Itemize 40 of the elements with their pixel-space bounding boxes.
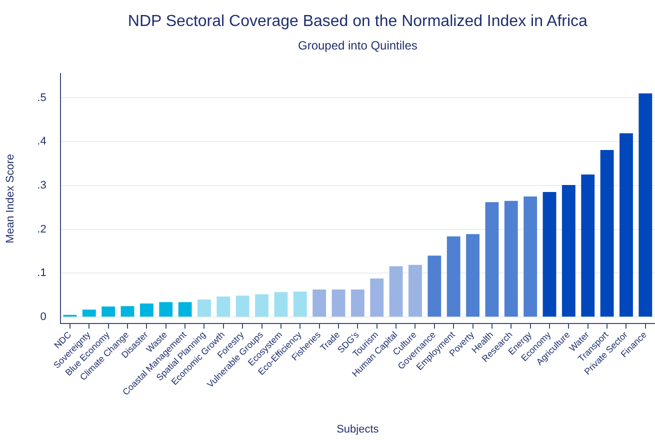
- bar: [312, 289, 326, 317]
- chart-title: NDP Sectoral Coverage Based on the Normalized Index in Africa: [128, 13, 588, 30]
- bar: [140, 303, 154, 317]
- y-tick-label: .3: [37, 180, 46, 192]
- bar: [638, 93, 652, 317]
- bar: [408, 264, 422, 317]
- bar: [389, 266, 403, 317]
- bar: [159, 302, 173, 317]
- y-tick-label: .4: [37, 136, 46, 148]
- bar: [562, 185, 576, 317]
- bar: [600, 150, 614, 317]
- y-axis-title: Mean Index Score: [4, 154, 17, 244]
- y-tick-label: .1: [37, 267, 46, 280]
- x-axis-title: Subjects: [336, 423, 380, 436]
- y-tick-label: .2: [37, 223, 46, 236]
- bar: [120, 306, 134, 317]
- bar: [198, 300, 211, 317]
- bar: [178, 302, 192, 317]
- bar: [82, 310, 96, 317]
- bar: [542, 192, 556, 317]
- bar: [236, 296, 250, 317]
- bar: [446, 236, 460, 317]
- bar: [216, 296, 230, 317]
- y-tick-label: .5: [37, 92, 46, 104]
- bar: [581, 174, 595, 317]
- bar: [255, 294, 268, 317]
- bar: [102, 306, 116, 317]
- bar: [274, 292, 288, 317]
- bar: [466, 234, 480, 317]
- bar: [524, 196, 538, 317]
- bar: [504, 200, 518, 317]
- bar: [293, 292, 307, 317]
- y-tick-label: 0: [40, 311, 46, 324]
- chart-subtitle: Grouped into Quintiles: [298, 38, 418, 53]
- bar: [370, 278, 384, 317]
- bar: [485, 202, 499, 317]
- bar: [428, 256, 442, 317]
- bar: [332, 289, 346, 317]
- bar: [350, 289, 364, 317]
- bar: [620, 133, 633, 317]
